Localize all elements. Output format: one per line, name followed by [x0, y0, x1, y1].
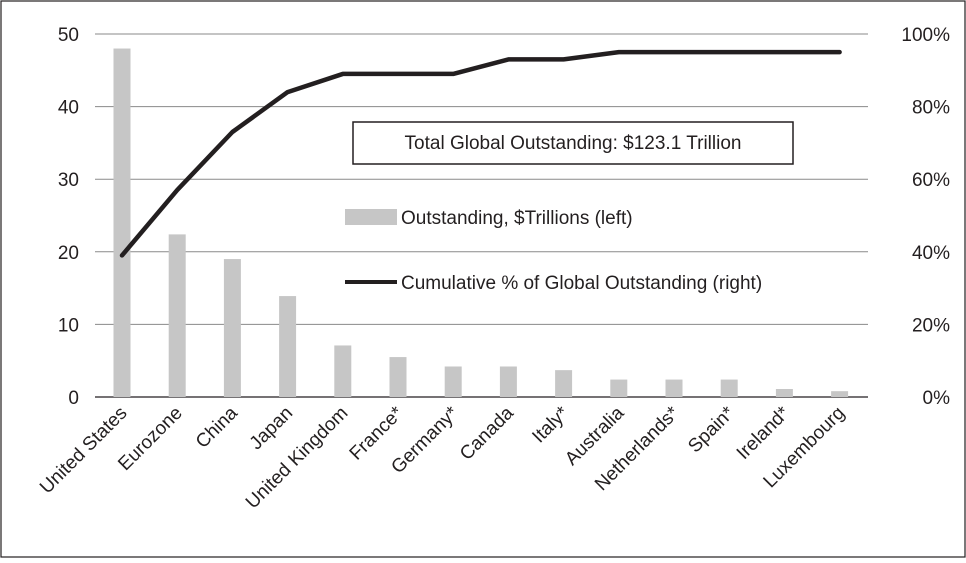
- left-tick-label: 50: [58, 25, 79, 46]
- total-annotation: Total Global Outstanding: $123.1 Trillio…: [352, 121, 794, 165]
- bar: [665, 379, 683, 397]
- left-tick-label: 10: [58, 315, 79, 336]
- legend: Outstanding, $Trillions (left) Cumulativ…: [345, 208, 762, 294]
- bar: [113, 48, 131, 398]
- right-tick-label: 100%: [901, 25, 950, 46]
- bar: [610, 379, 628, 397]
- right-tick-label: 60%: [912, 170, 950, 191]
- right-axis-ticks: 0% 20% 40% 60% 80% 100%: [901, 25, 950, 409]
- bar: [223, 259, 241, 397]
- bar: [444, 366, 462, 397]
- total-annotation-box: [352, 121, 794, 165]
- legend-label-line: Cumulative % of Global Outstanding (righ…: [401, 273, 762, 294]
- bar: [720, 379, 738, 397]
- left-axis-ticks: 0 10 20 30 40 50: [58, 25, 79, 409]
- left-tick-label: 20: [58, 243, 79, 264]
- bar: [334, 345, 352, 397]
- bar: [775, 389, 793, 397]
- line-series: [119, 49, 842, 258]
- bar: [389, 357, 407, 397]
- bar: [499, 366, 517, 397]
- bar: [831, 391, 849, 397]
- bar: [555, 370, 573, 397]
- bar: [168, 234, 186, 397]
- left-tick-label: 30: [58, 170, 79, 191]
- bar-series: [113, 48, 849, 398]
- left-tick-label: 0: [68, 388, 79, 409]
- right-tick-label: 40%: [912, 243, 950, 264]
- cumulative-line: [119, 49, 842, 258]
- legend-swatch-bars: [345, 209, 397, 225]
- right-tick-label: 0%: [923, 388, 951, 409]
- gridlines: [95, 33, 868, 398]
- left-tick-label: 40: [58, 98, 79, 119]
- legend-label-bars: Outstanding, $Trillions (left): [401, 208, 633, 229]
- bar: [279, 296, 297, 397]
- total-annotation-text: Total Global Outstanding: $123.1 Trillio…: [405, 133, 742, 154]
- right-tick-label: 80%: [912, 98, 950, 119]
- right-tick-label: 20%: [912, 315, 950, 336]
